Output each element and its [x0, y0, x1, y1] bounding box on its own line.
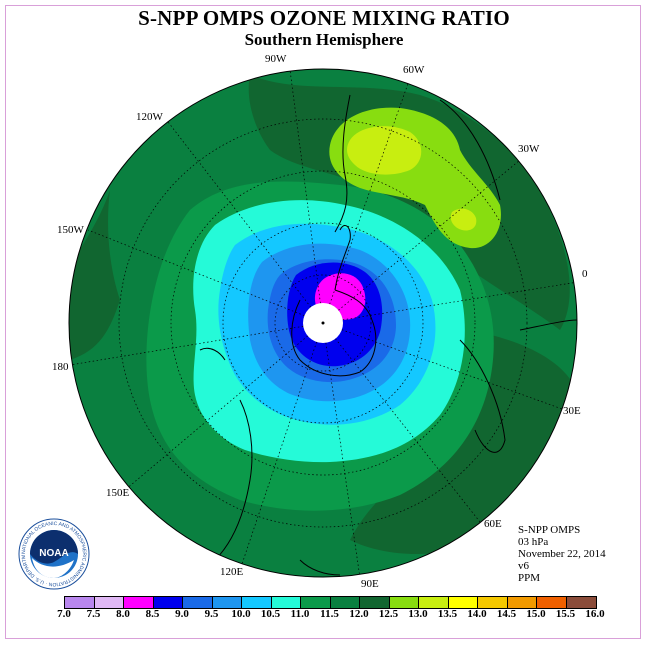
info-instrument: S-NPP OMPS — [518, 524, 581, 536]
colorbar-swatch — [183, 597, 213, 608]
colorbar-tick-label: 9.5 — [204, 608, 219, 620]
colorbar-swatch — [242, 597, 272, 608]
colorbar-swatch — [301, 597, 331, 608]
ozone-field — [69, 69, 577, 577]
lon-label-120e: 120E — [220, 566, 244, 578]
colorbar-tick-label: 13.0 — [408, 608, 428, 620]
lon-label-60e: 60E — [484, 518, 502, 530]
colorbar-tick-label: 11.0 — [290, 608, 310, 620]
colorbar-tick-label: 7.5 — [86, 608, 101, 620]
lon-label-180: 180 — [52, 361, 69, 373]
colorbar-swatch — [566, 597, 596, 608]
south-pole-marker — [321, 321, 325, 325]
info-level: 03 hPa — [518, 536, 549, 548]
colorbar-swatch — [507, 597, 537, 608]
colorbar-swatch — [271, 597, 301, 608]
colorbar-ticks: 7.0 7.5 8.0 8.5 9.0 9.5 10.0 10.5 11.0 11.5 12.0 12… — [0, 608, 648, 622]
info-units: PPM — [518, 572, 541, 584]
field-13-0-a — [347, 126, 422, 175]
noaa-logo: NATIONAL OCEANIC AND ATMOSPHERIC ADMINIS… — [18, 518, 90, 590]
colorbar-tick-label: 9.0 — [175, 608, 189, 620]
map-subtitle: Southern Hemisphere — [244, 30, 404, 49]
colorbar-swatch — [212, 597, 242, 608]
lon-label-150e: 150E — [106, 487, 130, 499]
info-version: v6 — [518, 560, 529, 572]
colorbar-swatch — [419, 597, 449, 608]
lon-label-90w: 90W — [265, 53, 287, 65]
image-frame — [5, 5, 641, 639]
field-12-0-west — [69, 190, 120, 360]
colorbar-swatch — [94, 597, 124, 608]
colorbar-swatch — [448, 597, 478, 608]
field-13-0-b — [450, 208, 477, 231]
noaa-logo-text: NOAA — [39, 548, 68, 559]
coastlines — [199, 94, 577, 576]
colorbar-tick-label: 12.0 — [349, 608, 369, 620]
lon-label-150w: 150W — [57, 224, 84, 236]
colorbar-tick-label: 15.5 — [555, 608, 576, 620]
colorbar-tick-label: 7.0 — [57, 608, 71, 620]
colorbar-swatch — [65, 597, 95, 608]
lon-label-60w: 60W — [403, 64, 425, 76]
product-info: S-NPP OMPS 03 hPa November 22, 2014 v6 P… — [518, 524, 606, 584]
colorbar-tick-label: 15.0 — [526, 608, 546, 620]
lon-label-30e: 30E — [563, 405, 581, 417]
info-date: November 22, 2014 — [518, 548, 606, 560]
colorbar-tick-label: 10.5 — [260, 608, 281, 620]
colorbar-swatch — [389, 597, 419, 608]
colorbar-tick-label: 8.0 — [116, 608, 130, 620]
map-title: S-NPP OMPS OZONE MIXING RATIO — [138, 6, 510, 30]
field-12-0-north — [248, 75, 570, 330]
colorbar-tick-label: 10.0 — [231, 608, 251, 620]
colorbar-tick-label: 16.0 — [585, 608, 605, 620]
colorbar-swatch — [330, 597, 360, 608]
map-border — [68, 68, 578, 578]
lon-label-90e: 90E — [361, 578, 379, 590]
graticule — [69, 69, 577, 577]
colorbar-tick-label: 8.5 — [145, 608, 160, 620]
lon-label-30w: 30W — [518, 143, 540, 155]
lon-label-120w: 120W — [136, 111, 163, 123]
colorbar-tick-label: 14.5 — [496, 608, 517, 620]
colorbar — [64, 596, 597, 609]
colorbar-swatch — [153, 597, 183, 608]
colorbar-tick-label: 12.5 — [378, 608, 399, 620]
colorbar-tick-label: 14.0 — [467, 608, 487, 620]
colorbar-tick-label: 11.5 — [320, 608, 339, 620]
colorbar-swatch — [478, 597, 508, 608]
colorbar-swatch — [360, 597, 390, 608]
lon-label-0: 0 — [582, 268, 588, 280]
colorbar-swatch — [537, 597, 567, 608]
colorbar-tick-label: 13.5 — [437, 608, 458, 620]
colorbar-swatch — [124, 597, 154, 608]
